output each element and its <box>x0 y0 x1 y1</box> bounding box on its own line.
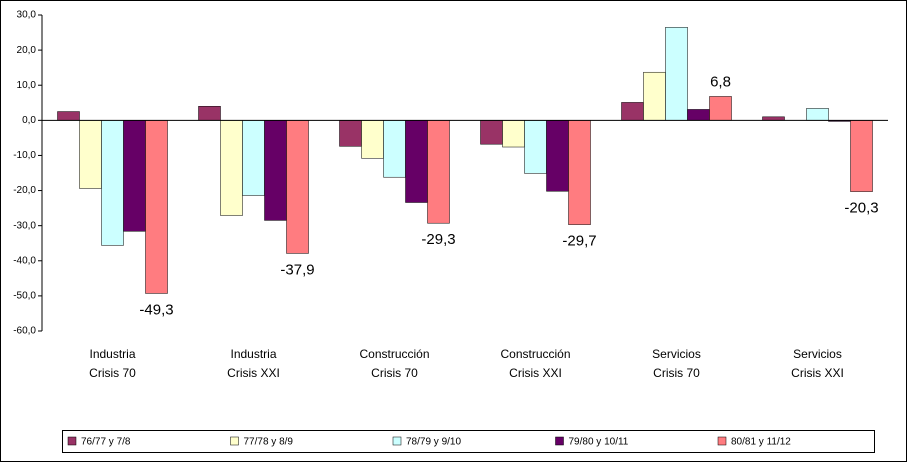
legend-label: 79/80 y 10/11 <box>569 437 629 448</box>
data-label: 6,8 <box>710 73 731 90</box>
bar <box>57 111 80 121</box>
bar <box>198 106 221 121</box>
x-tick-label: Crisis 70 <box>653 366 700 380</box>
x-tick-label: Construcción <box>359 347 429 361</box>
bar <box>427 120 450 224</box>
bar <box>264 120 287 221</box>
legend-label: 76/77 y 7/8 <box>81 437 131 448</box>
legend-box <box>62 430 875 453</box>
bar <box>79 120 102 189</box>
bar <box>480 120 503 145</box>
x-tick-label: Servicios <box>793 347 842 361</box>
bar <box>524 120 547 174</box>
bar <box>568 120 591 225</box>
y-tick-label: 0,0 <box>22 115 36 126</box>
data-label: -29,3 <box>421 231 455 248</box>
x-tick-label: Crisis XXI <box>509 366 562 380</box>
y-tick-label: 30,0 <box>17 10 37 21</box>
x-tick-label: Crisis 70 <box>89 366 136 380</box>
x-tick-label: Industria <box>230 347 276 361</box>
legend-swatch <box>392 436 402 446</box>
bar <box>709 96 732 121</box>
data-label: -37,9 <box>280 261 314 278</box>
bar <box>687 109 710 121</box>
bar <box>220 120 243 216</box>
legend-swatch <box>717 436 727 446</box>
data-label: -20,3 <box>844 200 878 217</box>
y-tick-label: 10,0 <box>17 80 37 91</box>
legend-label: 77/78 y 8/9 <box>244 437 294 448</box>
legend-label: 78/79 y 9/10 <box>406 437 461 448</box>
bar <box>502 120 525 148</box>
y-tick-label: -30,0 <box>13 220 36 231</box>
bar <box>806 108 829 121</box>
bar <box>665 27 688 121</box>
y-tick-label: -60,0 <box>13 326 36 337</box>
bar <box>339 120 362 147</box>
bar <box>762 116 785 121</box>
x-tick-label: Crisis 70 <box>371 366 418 380</box>
data-label: -49,3 <box>139 301 173 318</box>
y-tick-label: -20,0 <box>13 185 36 196</box>
bar <box>546 120 569 192</box>
bar <box>242 120 265 196</box>
legend-swatch <box>555 436 564 446</box>
bar <box>643 71 666 121</box>
x-tick-label: Crisis XXI <box>227 366 280 380</box>
y-tick-label: -10,0 <box>13 150 36 161</box>
legend-swatch <box>230 436 239 446</box>
bar <box>101 120 124 246</box>
x-tick-label: Crisis XXI <box>791 366 844 380</box>
y-tick-label: -50,0 <box>13 291 36 302</box>
bar <box>145 120 168 294</box>
y-tick-label: -40,0 <box>13 255 36 266</box>
bar <box>405 120 428 203</box>
data-label: -29,7 <box>562 233 596 250</box>
bar <box>383 120 406 178</box>
bar <box>621 102 644 121</box>
bar <box>850 120 873 192</box>
x-tick-label: Industria <box>89 347 135 361</box>
bar <box>286 120 309 254</box>
legend-swatch <box>67 436 77 446</box>
bar <box>361 120 384 159</box>
y-tick-label: 20,0 <box>17 45 37 56</box>
x-tick-label: Construcción <box>500 347 570 361</box>
bar <box>123 120 146 232</box>
x-tick-label: Servicios <box>652 347 701 361</box>
legend-label: 80/81 y 11/12 <box>731 437 791 448</box>
